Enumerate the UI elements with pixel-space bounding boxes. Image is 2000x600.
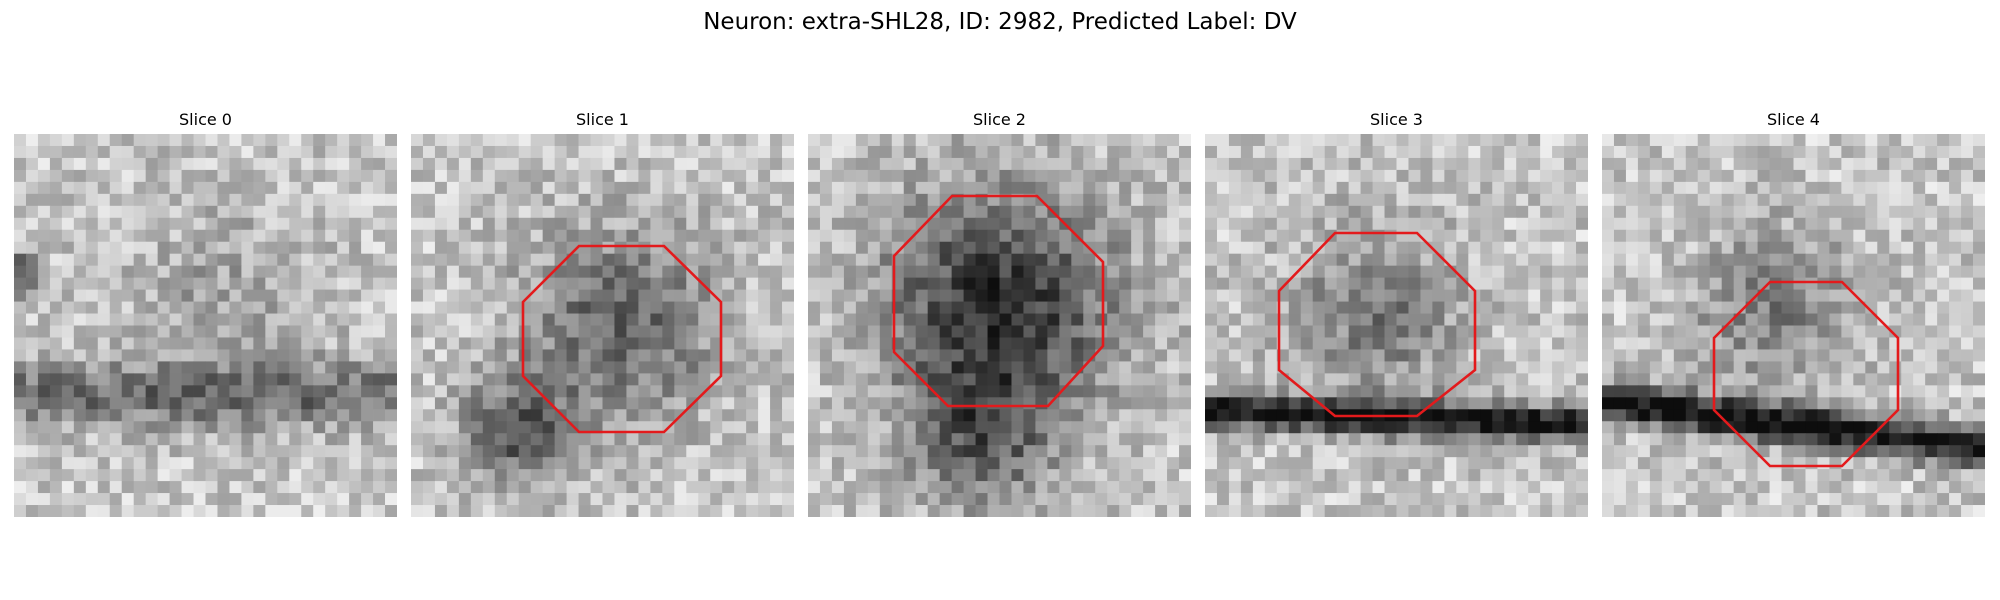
slice-title: Slice 1 (576, 110, 629, 129)
slice-image-2 (808, 134, 1191, 517)
slice-panel-4: Slice 4 (1602, 110, 1985, 517)
slice-title: Slice 4 (1767, 110, 1820, 129)
slice-panel-2: Slice 2 (808, 110, 1191, 517)
slice-panel-0: Slice 0 (14, 110, 397, 517)
slice-panel-3: Slice 3 (1205, 110, 1588, 517)
neuron-outline (1712, 280, 1900, 468)
neuron-outline (521, 244, 723, 434)
slice-title: Slice 2 (973, 110, 1026, 129)
neuron-outline (892, 194, 1105, 408)
figure-title: Neuron: extra-SHL28, ID: 2982, Predicted… (703, 9, 1297, 35)
slice-image-0 (14, 134, 397, 517)
slice-panel-1: Slice 1 (411, 110, 794, 517)
slice-image-1 (411, 134, 794, 517)
slice-title: Slice 3 (1370, 110, 1423, 129)
slice-image-3 (1205, 134, 1588, 517)
slice-image-4 (1602, 134, 1985, 517)
neuron-outline (1277, 231, 1477, 418)
slice-title: Slice 0 (179, 110, 232, 129)
